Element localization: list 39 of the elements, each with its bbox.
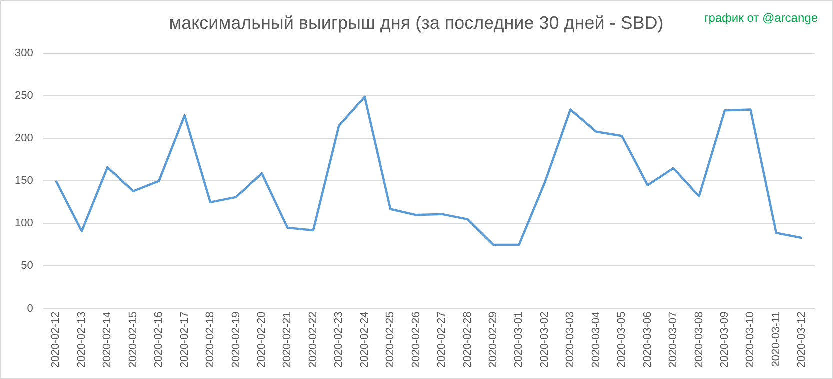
x-tick-label: 2020-03-04 — [590, 312, 602, 368]
text: график от @arcange — [704, 11, 818, 25]
x-tick-label: 2020-02-19 — [230, 312, 242, 368]
y-tick-label: 50 — [21, 260, 34, 272]
x-tick-label: 2020-03-07 — [668, 312, 680, 368]
x-tick-label: 2020-02-22 — [307, 312, 320, 368]
x-tick-label: 2020-03-06 — [642, 312, 654, 368]
x-tick-label: 2020-02-12 — [50, 312, 62, 368]
x-tick-label: 2020-03-08 — [693, 312, 706, 368]
y-tick-label: 150 — [14, 175, 34, 188]
x-tick-label: 2020-03-02 — [538, 312, 551, 368]
x-tick-label: 2020-02-20 — [256, 312, 268, 368]
x-tick-label: 2020-02-17 — [178, 312, 191, 368]
x-tick-label: 2020-02-26 — [410, 312, 422, 368]
x-tick-label: 2020-03-10 — [744, 312, 757, 368]
x-tick-label: 2020-02-21 — [282, 312, 294, 368]
x-tick-label: 2020-03-09 — [719, 312, 732, 368]
x-tick-label: 2020-03-01 — [513, 312, 526, 368]
x-tick-label: 2020-03-03 — [564, 312, 577, 368]
x-tick-label: 2020-02-27 — [436, 312, 448, 368]
x-tick-label: 2020-02-13 — [76, 312, 88, 368]
x-tick-label: 2020-02-23 — [333, 312, 346, 368]
x-tick-label: 2020-02-15 — [127, 312, 140, 368]
x-tick-label: 2020-02-25 — [384, 312, 397, 368]
y-tick-label: 100 — [14, 218, 34, 230]
y-tick-label: 200 — [14, 132, 34, 145]
x-tick-label: 2020-02-16 — [153, 312, 166, 368]
x-tick-label: 2020-02-18 — [204, 312, 217, 368]
y-tick-label: 300 — [14, 48, 34, 60]
x-tick-label: 2020-03-12 — [796, 312, 808, 368]
x-tick-label: 2020-03-05 — [616, 312, 628, 368]
x-tick-label: 2020-02-29 — [488, 312, 500, 368]
x-tick-label: 2020-03-11 — [770, 312, 782, 368]
x-tick-label: 2020-02-24 — [358, 312, 371, 368]
x-tick-label: 2020-02-14 — [102, 312, 114, 368]
y-tick-label: 0 — [27, 302, 34, 315]
y-tick-label: 250 — [14, 90, 34, 102]
chart-title: максимальный выигрыш дня (за последние 30 дней - SBD) — [169, 13, 664, 33]
x-tick-label: 2020-02-28 — [462, 312, 474, 368]
